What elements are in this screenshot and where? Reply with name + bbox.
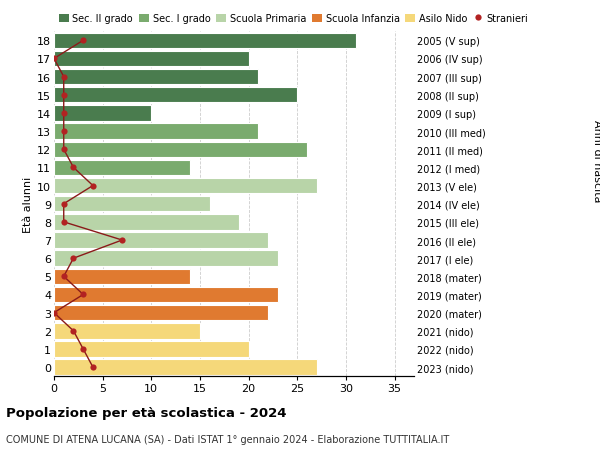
Point: [68, 255, 78, 262]
Bar: [54, 233, 268, 248]
Bar: [54, 51, 248, 67]
Point: [59, 110, 68, 118]
Bar: [54, 179, 317, 194]
Text: Anni di nascita: Anni di nascita: [592, 120, 600, 202]
Text: Popolazione per età scolastica - 2024: Popolazione per età scolastica - 2024: [6, 406, 287, 419]
Point: [88, 183, 98, 190]
Text: COMUNE DI ATENA LUCANA (SA) - Dati ISTAT 1° gennaio 2024 - Elaborazione TUTTITAL: COMUNE DI ATENA LUCANA (SA) - Dati ISTAT…: [6, 434, 449, 444]
Bar: [54, 124, 259, 140]
Bar: [54, 142, 307, 157]
Bar: [54, 34, 356, 49]
Point: [79, 291, 88, 298]
Point: [59, 128, 68, 135]
Bar: [54, 324, 200, 339]
Bar: [54, 269, 190, 285]
Point: [79, 346, 88, 353]
Point: [59, 74, 68, 81]
Point: [79, 38, 88, 45]
Bar: [54, 287, 278, 302]
Point: [49, 309, 59, 317]
Point: [118, 237, 127, 244]
Bar: [54, 70, 259, 85]
Bar: [54, 160, 190, 176]
Point: [88, 364, 98, 371]
Bar: [54, 88, 297, 103]
Bar: [54, 359, 317, 375]
Point: [59, 218, 68, 226]
Y-axis label: Età alunni: Età alunni: [23, 176, 33, 232]
Bar: [54, 305, 268, 321]
Point: [59, 201, 68, 208]
Bar: [54, 251, 278, 266]
Bar: [54, 106, 151, 121]
Point: [59, 273, 68, 280]
Point: [68, 164, 78, 172]
Bar: [54, 215, 239, 230]
Legend: Sec. II grado, Sec. I grado, Scuola Primaria, Scuola Infanzia, Asilo Nido, Stran: Sec. II grado, Sec. I grado, Scuola Prim…: [59, 14, 529, 24]
Point: [59, 92, 68, 99]
Bar: [54, 341, 248, 357]
Bar: [54, 196, 209, 212]
Point: [49, 56, 59, 63]
Point: [68, 327, 78, 335]
Point: [59, 146, 68, 154]
